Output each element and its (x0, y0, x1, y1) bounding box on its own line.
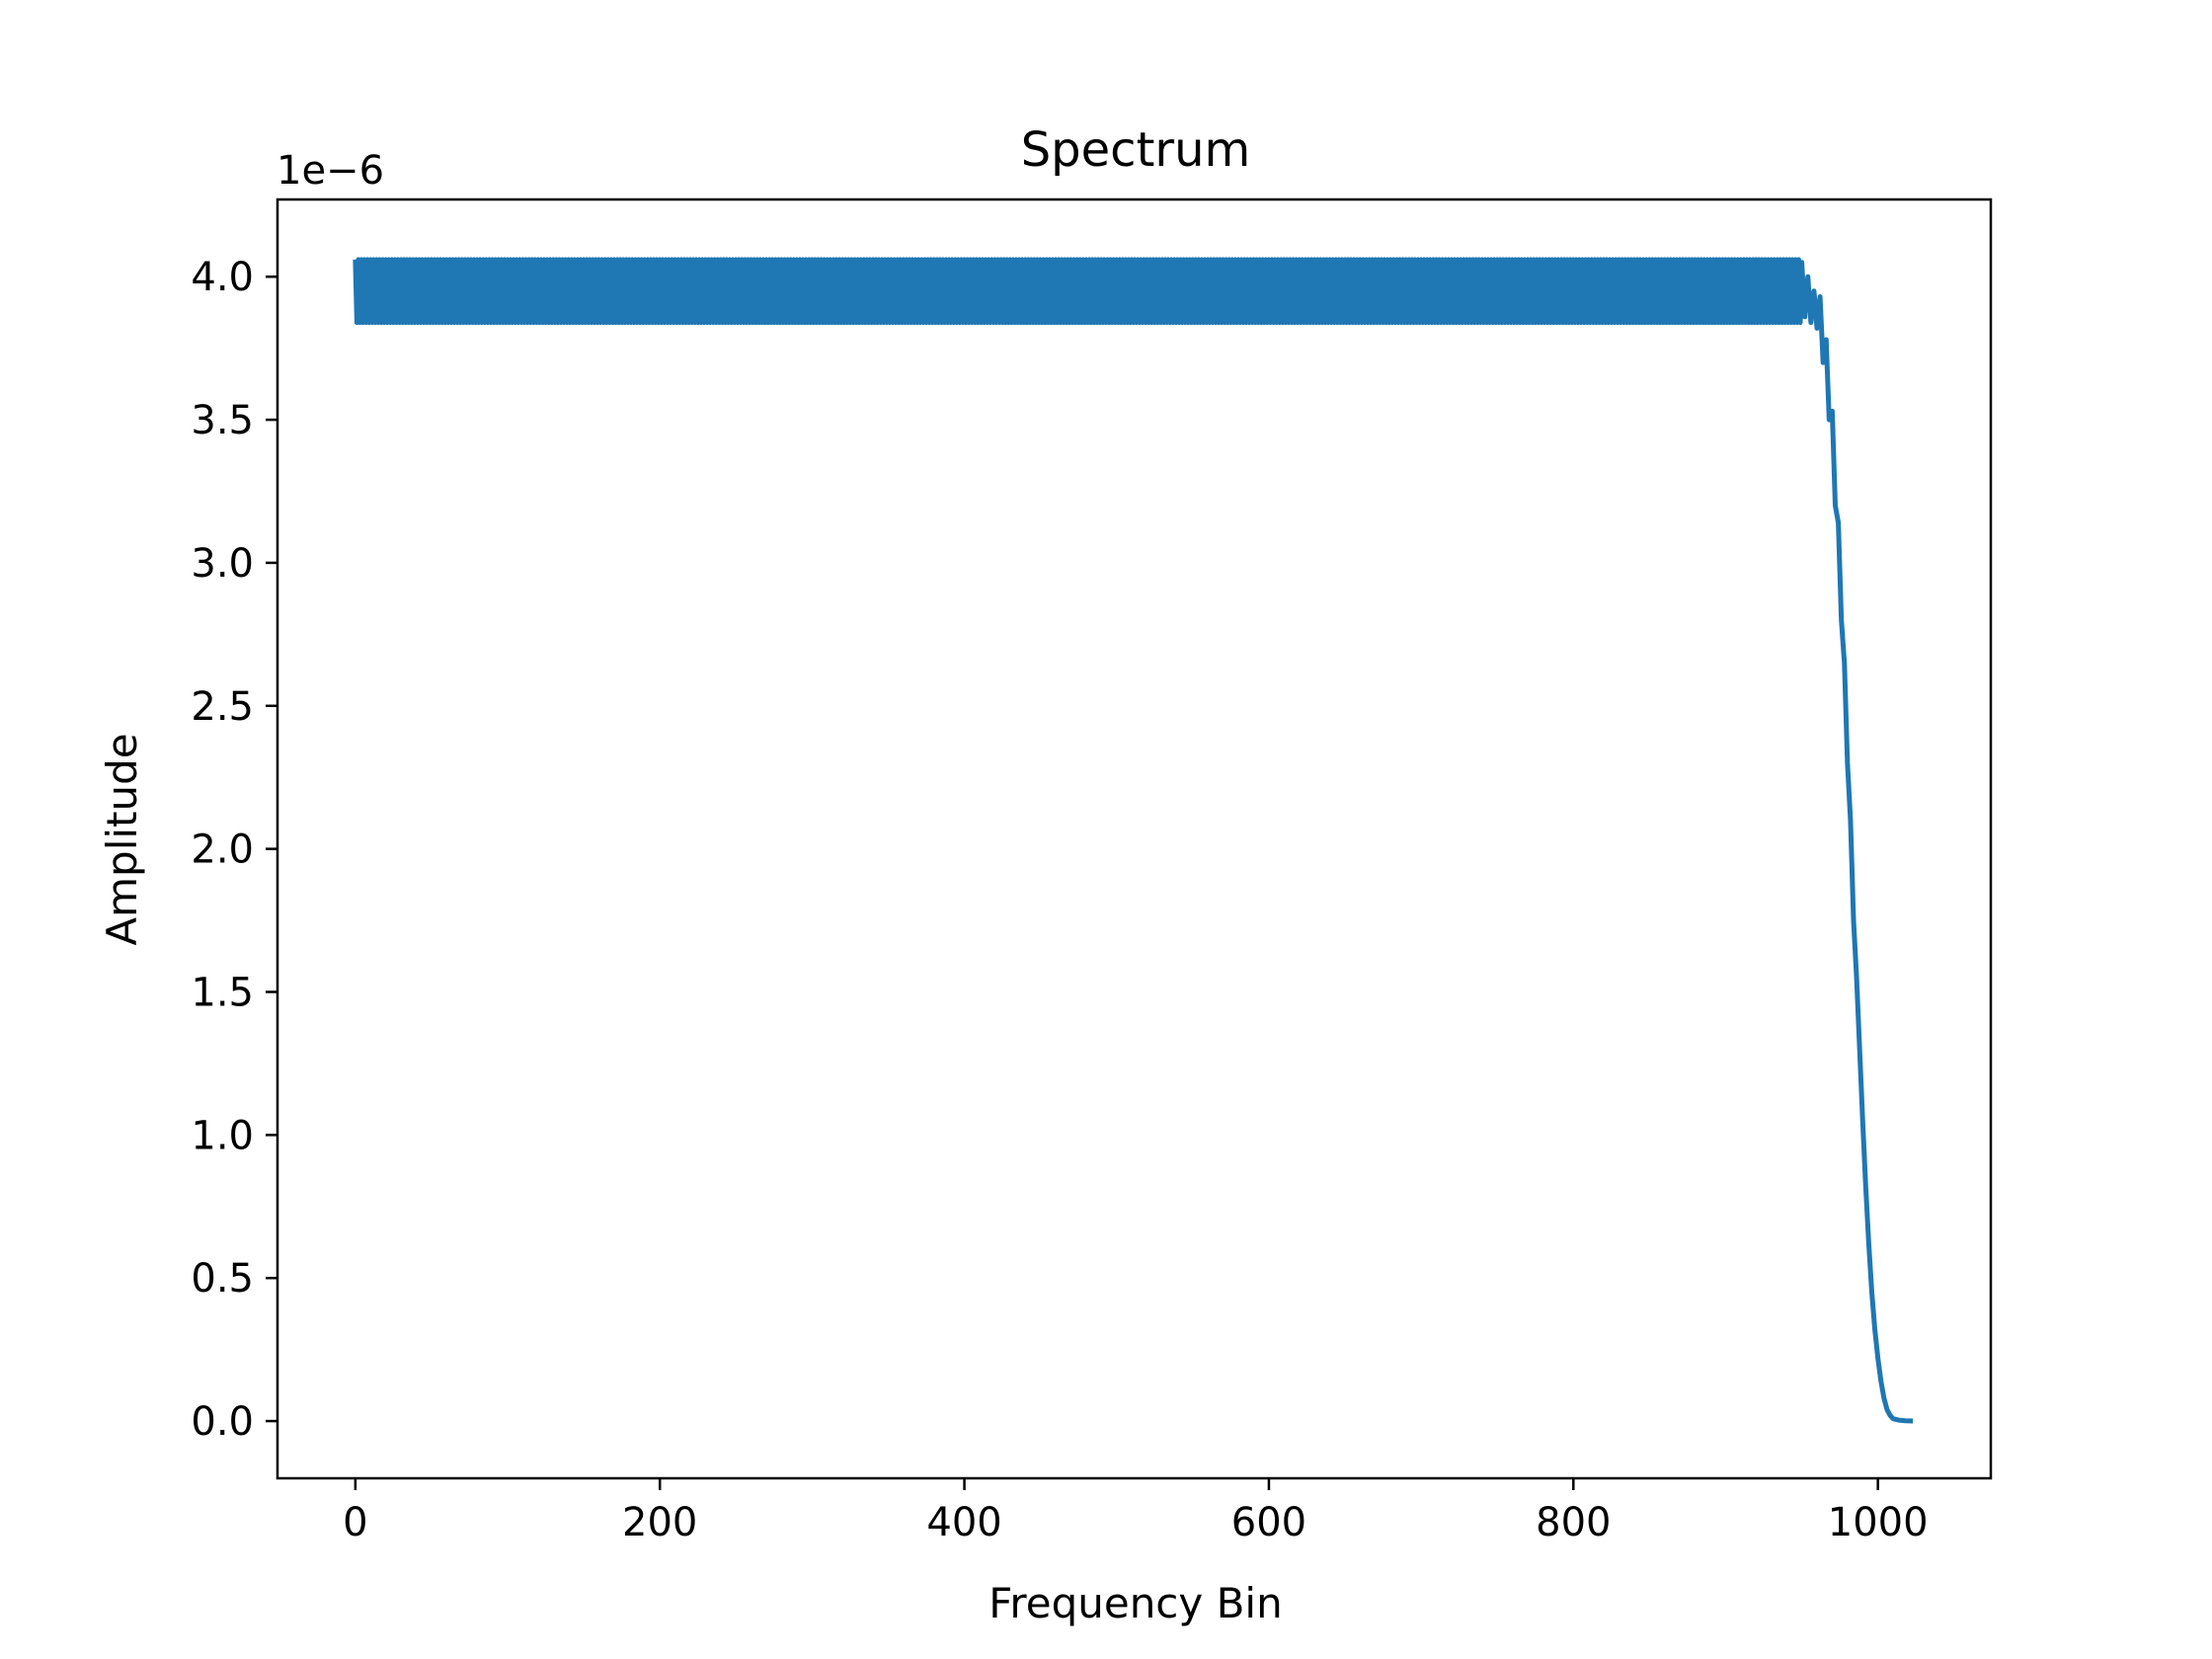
y-tick-label: 1.0 (191, 1113, 254, 1158)
plot-area: 0 200 400 600 800 1000 0.0 0.5 1.0 1.5 2.0 2.5 3.0 3… (191, 198, 1993, 1545)
x-axis-ticks: 0 200 400 600 800 1000 (343, 1478, 1929, 1545)
y-tick-label: 4.0 (191, 255, 254, 300)
y-tick-label: 1.5 (191, 970, 254, 1015)
y-axis-ticks: 0.0 0.5 1.0 1.5 2.0 2.5 3.0 3.5 4.0 (191, 255, 277, 1445)
y-axis-label: Amplitude (98, 733, 146, 945)
y-tick-label: 0.0 (191, 1399, 254, 1445)
y-tick-label: 2.5 (191, 684, 254, 730)
y-tick-label: 2.0 (191, 828, 254, 873)
y-tick-label: 3.5 (191, 398, 254, 443)
y-tick-label: 0.5 (191, 1256, 254, 1302)
x-axis-label: Frequency Bin (988, 1579, 1282, 1627)
y-tick-label: 3.0 (191, 541, 254, 587)
x-tick-label: 1000 (1828, 1500, 1929, 1545)
x-tick-label: 0 (343, 1500, 367, 1545)
y-axis-offset-label: 1e−6 (276, 148, 384, 194)
x-tick-label: 800 (1536, 1500, 1611, 1545)
x-tick-label: 600 (1231, 1500, 1306, 1545)
x-tick-label: 200 (622, 1500, 697, 1545)
chart-title: Spectrum (1021, 122, 1251, 178)
axes-frame (276, 198, 1993, 1480)
x-tick-label: 400 (926, 1500, 1001, 1545)
series-line (353, 257, 1914, 1424)
